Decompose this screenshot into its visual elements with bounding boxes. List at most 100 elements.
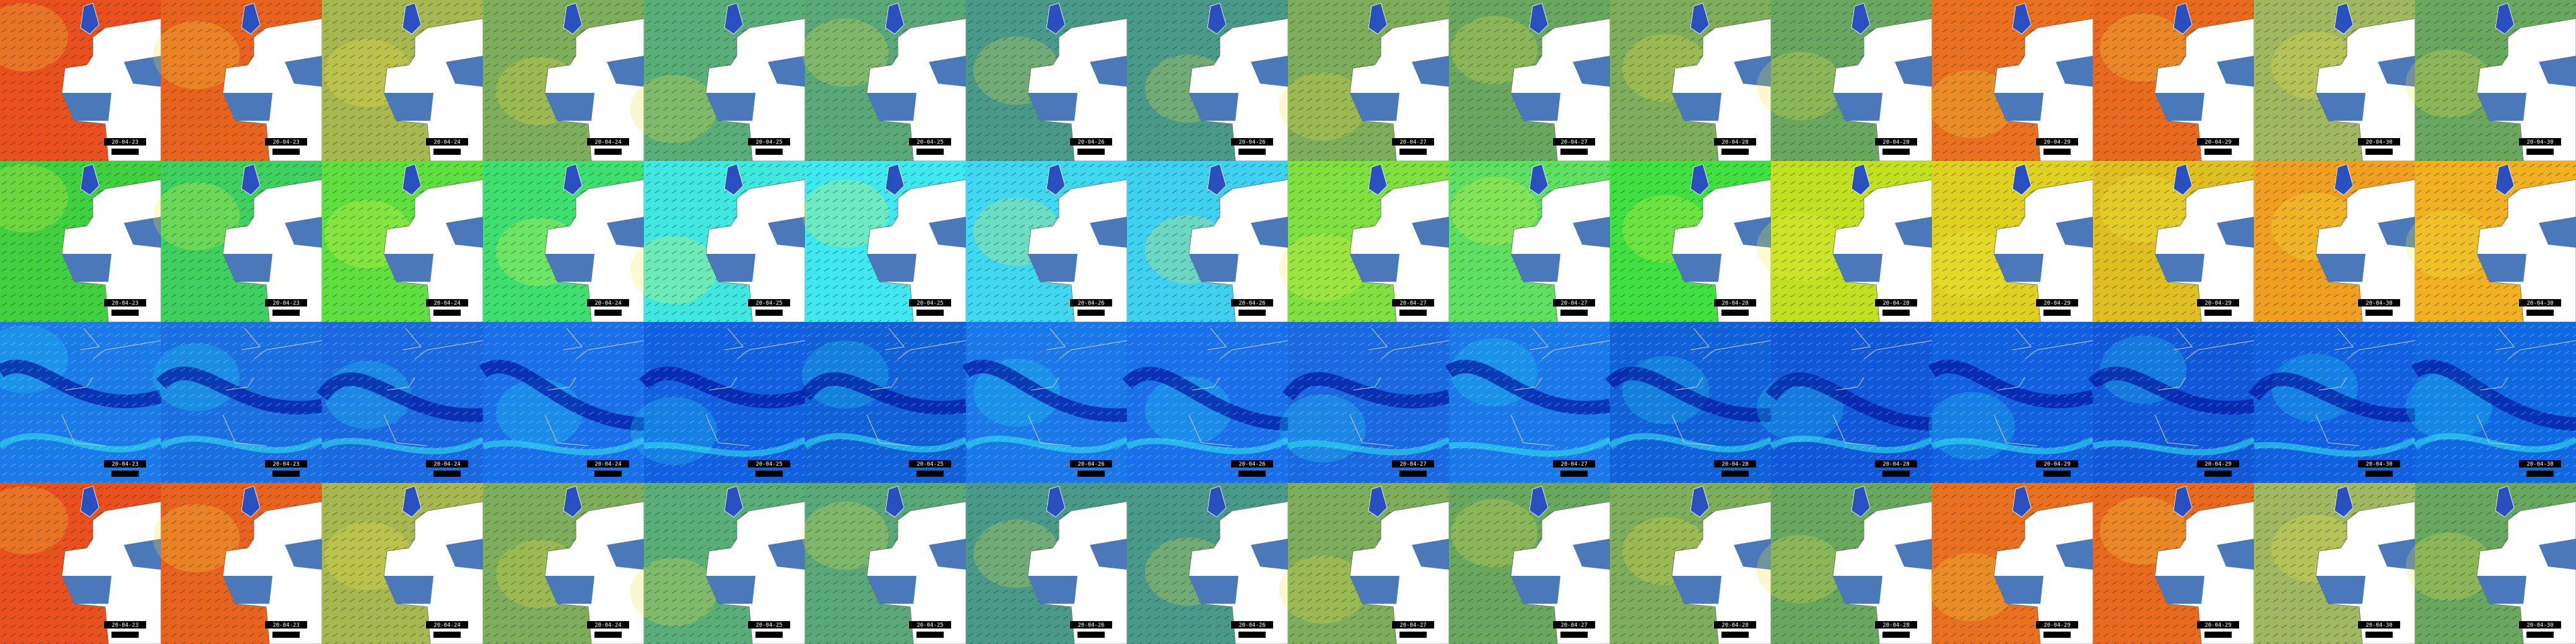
map-tile: 20-04-28 — [1757, 483, 1933, 644]
land-shaded — [867, 254, 916, 282]
date-label: 20-04-29 — [2043, 461, 2070, 468]
time-box — [433, 471, 461, 477]
time-box — [272, 149, 300, 155]
land — [1832, 179, 1933, 323]
date-label: 20-04-30 — [2365, 461, 2392, 468]
land-shaded — [1511, 254, 1560, 282]
time-box — [1399, 471, 1427, 477]
time-box — [433, 310, 461, 316]
map-tile: 20-04-29 — [1928, 322, 2095, 483]
land-shaded — [2539, 217, 2576, 248]
date-label: 20-04-28 — [1882, 300, 1909, 307]
island — [2495, 2, 2515, 35]
date-label: 20-04-23 — [111, 300, 138, 307]
island — [2012, 2, 2032, 35]
date-label: 20-04-27 — [1399, 622, 1426, 629]
land-shaded — [1833, 254, 1882, 282]
time-box — [2365, 149, 2393, 155]
time-box — [2526, 632, 2554, 638]
time-box — [2526, 471, 2554, 477]
date-label: 20-04-25 — [755, 300, 782, 307]
island — [2012, 163, 2032, 196]
land — [1349, 179, 1450, 323]
time-box — [1721, 632, 1749, 638]
wind-arrows — [2254, 322, 2415, 483]
map-tile: 20-04-29 — [1928, 0, 2094, 162]
date-box — [426, 460, 468, 468]
land-shaded — [2056, 56, 2093, 87]
date-label: 20-04-30 — [2365, 139, 2392, 146]
land-shaded — [2155, 93, 2204, 121]
map-tile: 20-04-30 — [2406, 161, 2576, 323]
map-tile: 20-04-23 — [0, 0, 162, 162]
date-label: 20-04-28 — [1882, 139, 1909, 146]
time-box — [1399, 632, 1427, 638]
time-box — [1882, 632, 1910, 638]
date-label: 20-04-24 — [433, 300, 460, 307]
land-shaded — [867, 576, 916, 604]
map-tile: 20-04-23 — [0, 322, 163, 483]
map-tile: 20-04-27 — [1279, 161, 1450, 323]
map-tile: 20-04-25 — [802, 0, 967, 162]
map-tile: 20-04-25 — [630, 322, 807, 483]
date-box — [1070, 138, 1112, 146]
date-label: 20-04-23 — [272, 461, 299, 468]
date-label: 20-04-27 — [1399, 300, 1426, 307]
map-tile: 20-04-28 — [1757, 322, 1934, 483]
date-box — [909, 299, 951, 307]
island — [2173, 2, 2193, 35]
land-shaded — [2378, 56, 2415, 87]
map-tile: 20-04-26 — [1127, 483, 1289, 644]
land — [2315, 179, 2416, 323]
date-label: 20-04-29 — [2043, 139, 2070, 146]
land-shaded — [768, 539, 805, 570]
date-box — [265, 460, 307, 468]
time-box — [1238, 149, 1266, 155]
date-box — [2358, 138, 2400, 146]
land-shaded — [1189, 93, 1238, 121]
land — [2154, 501, 2255, 644]
map-tile: 20-04-24 — [322, 483, 484, 644]
map-tile: 20-04-28 — [1757, 0, 1933, 162]
land-shaded — [768, 56, 805, 87]
island — [1046, 2, 1066, 35]
date-box — [1553, 460, 1595, 468]
island — [1368, 485, 1388, 518]
map-tile: 20-04-27 — [1449, 161, 1611, 323]
map-tile: 20-04-28 — [1605, 322, 1773, 483]
island — [563, 485, 583, 518]
time-box — [1882, 471, 1910, 477]
land-shaded — [2477, 254, 2526, 282]
land-shaded — [2378, 217, 2415, 248]
time-box — [916, 310, 944, 316]
land — [2476, 179, 2576, 323]
date-box — [2519, 621, 2561, 629]
date-box — [1392, 138, 1434, 146]
island — [2334, 2, 2354, 35]
island — [1046, 163, 1066, 196]
land-shaded — [1734, 539, 1771, 570]
map-tile: 20-04-27 — [1449, 483, 1611, 644]
land-shaded — [62, 93, 111, 121]
island — [2173, 163, 2193, 196]
land-shaded — [768, 217, 805, 248]
time-box — [1077, 310, 1105, 316]
date-box — [104, 299, 146, 307]
land-shaded — [2539, 56, 2576, 87]
land — [1027, 18, 1128, 162]
land-shaded — [1573, 539, 1610, 570]
time-box — [1882, 310, 1910, 316]
map-tile: 20-04-30 — [2248, 322, 2417, 483]
land-shaded — [1895, 56, 1932, 87]
island — [1046, 485, 1066, 518]
land — [544, 501, 645, 644]
land-shaded — [1573, 217, 1610, 248]
land-shaded — [2155, 254, 2204, 282]
date-label: 20-04-27 — [1399, 139, 1426, 146]
map-tile: 20-04-25 — [802, 161, 967, 323]
date-box — [1231, 460, 1273, 468]
land-shaded — [223, 93, 272, 121]
land-shaded — [1090, 56, 1127, 87]
date-box — [265, 621, 307, 629]
date-box — [104, 138, 146, 146]
